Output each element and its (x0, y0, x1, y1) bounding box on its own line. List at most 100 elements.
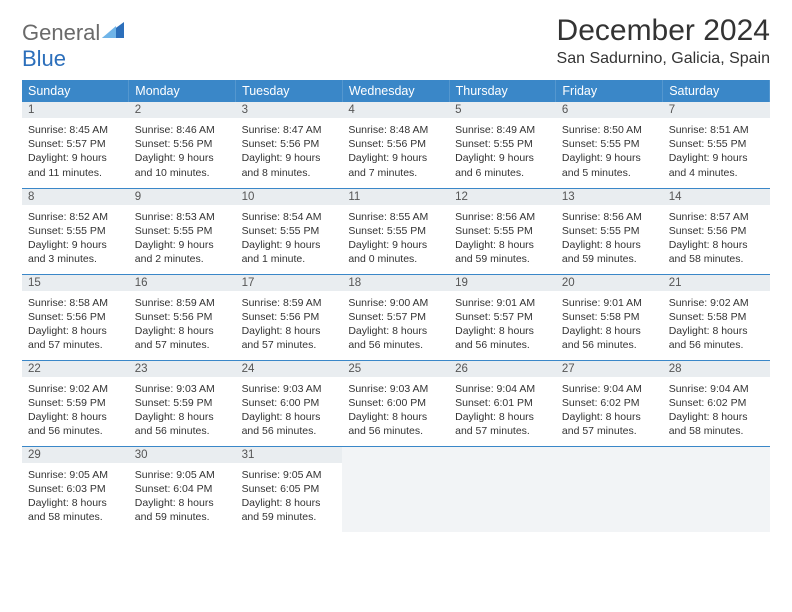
day-number: 4 (342, 102, 449, 118)
day-number: 11 (342, 189, 449, 205)
weekday-header: Sunday (22, 80, 129, 102)
day-details: Sunrise: 8:59 AMSunset: 5:56 PMDaylight:… (135, 296, 230, 353)
day-number: 28 (663, 361, 770, 377)
calendar-cell: 28 Sunrise: 9:04 AMSunset: 6:02 PMDayligh… (663, 360, 770, 446)
day-details: Sunrise: 9:02 AMSunset: 5:59 PMDaylight:… (28, 382, 123, 439)
logo-text: General Blue (22, 20, 126, 72)
day-number: 12 (449, 189, 556, 205)
weekday-header: Thursday (449, 80, 556, 102)
day-details: Sunrise: 8:50 AMSunset: 5:55 PMDaylight:… (562, 123, 657, 180)
day-number: 5 (449, 102, 556, 118)
calendar-cell: 11 Sunrise: 8:55 AMSunset: 5:55 PMDayligh… (342, 188, 449, 274)
day-number: 26 (449, 361, 556, 377)
calendar-cell: 17 Sunrise: 8:59 AMSunset: 5:56 PMDayligh… (236, 274, 343, 360)
calendar-cell: 3 Sunrise: 8:47 AMSunset: 5:56 PMDaylight… (236, 102, 343, 188)
calendar-cell: 5 Sunrise: 8:49 AMSunset: 5:55 PMDaylight… (449, 102, 556, 188)
calendar-body: 1 Sunrise: 8:45 AMSunset: 5:57 PMDaylight… (22, 102, 770, 532)
day-details: Sunrise: 9:00 AMSunset: 5:57 PMDaylight:… (348, 296, 443, 353)
weekday-header: Saturday (663, 80, 770, 102)
day-details: Sunrise: 8:52 AMSunset: 5:55 PMDaylight:… (28, 210, 123, 267)
calendar-row: 1 Sunrise: 8:45 AMSunset: 5:57 PMDaylight… (22, 102, 770, 188)
header: General Blue December 2024 San Sadurnino… (22, 14, 770, 72)
day-details: Sunrise: 8:58 AMSunset: 5:56 PMDaylight:… (28, 296, 123, 353)
title-block: December 2024 San Sadurnino, Galicia, Sp… (557, 14, 770, 68)
day-number: 9 (129, 189, 236, 205)
day-details: Sunrise: 8:45 AMSunset: 5:57 PMDaylight:… (28, 123, 123, 180)
day-details: Sunrise: 9:04 AMSunset: 6:02 PMDaylight:… (669, 382, 764, 439)
day-number: 10 (236, 189, 343, 205)
calendar-cell: 21Sunrise: 9:02 AMSunset: 5:58 PMDayligh… (663, 274, 770, 360)
weekday-header: Tuesday (236, 80, 343, 102)
day-details: Sunrise: 8:49 AMSunset: 5:55 PMDaylight:… (455, 123, 550, 180)
weekday-header-row: Sunday Monday Tuesday Wednesday Thursday… (22, 80, 770, 102)
calendar-cell: 10 Sunrise: 8:54 AMSunset: 5:55 PMDayligh… (236, 188, 343, 274)
day-details: Sunrise: 9:04 AMSunset: 6:02 PMDaylight:… (562, 382, 657, 439)
calendar-cell: 15 Sunrise: 8:58 AMSunset: 5:56 PMDayligh… (22, 274, 129, 360)
calendar-cell (663, 446, 770, 532)
day-number: 7 (663, 102, 770, 118)
calendar-cell: 18Sunrise: 9:00 AMSunset: 5:57 PMDayligh… (342, 274, 449, 360)
day-details: Sunrise: 9:02 AMSunset: 5:58 PMDaylight:… (669, 296, 764, 353)
calendar-row: 15 Sunrise: 8:58 AMSunset: 5:56 PMDayligh… (22, 274, 770, 360)
day-details: Sunrise: 8:57 AMSunset: 5:56 PMDaylight:… (669, 210, 764, 267)
day-details: Sunrise: 8:55 AMSunset: 5:55 PMDaylight:… (348, 210, 443, 267)
day-details: Sunrise: 9:01 AMSunset: 5:57 PMDaylight:… (455, 296, 550, 353)
day-details: Sunrise: 9:05 AMSunset: 6:03 PMDaylight:… (28, 468, 123, 525)
calendar-cell: 26 Sunrise: 9:04 AMSunset: 6:01 PMDayligh… (449, 360, 556, 446)
calendar-row: 8 Sunrise: 8:52 AMSunset: 5:55 PMDaylight… (22, 188, 770, 274)
day-number: 27 (556, 361, 663, 377)
day-number: 23 (129, 361, 236, 377)
day-number: 15 (22, 275, 129, 291)
calendar-row: 22 Sunrise: 9:02 AMSunset: 5:59 PMDayligh… (22, 360, 770, 446)
brand-part2: Blue (22, 46, 66, 71)
calendar-cell: 25 Sunrise: 9:03 AMSunset: 6:00 PMDayligh… (342, 360, 449, 446)
day-details: Sunrise: 8:53 AMSunset: 5:55 PMDaylight:… (135, 210, 230, 267)
day-number: 1 (22, 102, 129, 118)
day-number: 14 (663, 189, 770, 205)
calendar-cell: 27 Sunrise: 9:04 AMSunset: 6:02 PMDayligh… (556, 360, 663, 446)
calendar-cell: 1 Sunrise: 8:45 AMSunset: 5:57 PMDaylight… (22, 102, 129, 188)
day-details: Sunrise: 8:47 AMSunset: 5:56 PMDaylight:… (242, 123, 337, 180)
calendar-cell: 9 Sunrise: 8:53 AMSunset: 5:55 PMDaylight… (129, 188, 236, 274)
day-number: 17 (236, 275, 343, 291)
month-title: December 2024 (557, 14, 770, 48)
calendar-cell (449, 446, 556, 532)
calendar-cell: 29 Sunrise: 9:05 AMSunset: 6:03 PMDayligh… (22, 446, 129, 532)
calendar-cell: 23 Sunrise: 9:03 AMSunset: 5:59 PMDayligh… (129, 360, 236, 446)
day-number: 3 (236, 102, 343, 118)
day-number: 2 (129, 102, 236, 118)
day-details: Sunrise: 8:56 AMSunset: 5:55 PMDaylight:… (455, 210, 550, 267)
calendar-cell: 7 Sunrise: 8:51 AMSunset: 5:55 PMDaylight… (663, 102, 770, 188)
day-number: 24 (236, 361, 343, 377)
day-number: 19 (449, 275, 556, 291)
calendar-cell: 20Sunrise: 9:01 AMSunset: 5:58 PMDayligh… (556, 274, 663, 360)
day-details: Sunrise: 9:05 AMSunset: 6:05 PMDaylight:… (242, 468, 337, 525)
day-details: Sunrise: 8:59 AMSunset: 5:56 PMDaylight:… (242, 296, 337, 353)
day-details: Sunrise: 8:54 AMSunset: 5:55 PMDaylight:… (242, 210, 337, 267)
day-details: Sunrise: 9:03 AMSunset: 5:59 PMDaylight:… (135, 382, 230, 439)
weekday-header: Wednesday (342, 80, 449, 102)
day-details: Sunrise: 8:48 AMSunset: 5:56 PMDaylight:… (348, 123, 443, 180)
day-number: 13 (556, 189, 663, 205)
calendar-row: 29 Sunrise: 9:05 AMSunset: 6:03 PMDayligh… (22, 446, 770, 532)
day-number: 16 (129, 275, 236, 291)
day-details: Sunrise: 9:03 AMSunset: 6:00 PMDaylight:… (348, 382, 443, 439)
day-details: Sunrise: 8:56 AMSunset: 5:55 PMDaylight:… (562, 210, 657, 267)
day-number: 25 (342, 361, 449, 377)
day-details: Sunrise: 9:04 AMSunset: 6:01 PMDaylight:… (455, 382, 550, 439)
brand-part1: General (22, 20, 100, 45)
calendar-cell: 13 Sunrise: 8:56 AMSunset: 5:55 PMDayligh… (556, 188, 663, 274)
day-number: 29 (22, 447, 129, 463)
day-number: 31 (236, 447, 343, 463)
day-details: Sunrise: 8:51 AMSunset: 5:55 PMDaylight:… (669, 123, 764, 180)
calendar-cell: 14 Sunrise: 8:57 AMSunset: 5:56 PMDayligh… (663, 188, 770, 274)
sail-icon (100, 20, 126, 45)
calendar-cell: 30Sunrise: 9:05 AMSunset: 6:04 PMDayligh… (129, 446, 236, 532)
day-number: 22 (22, 361, 129, 377)
calendar-cell (556, 446, 663, 532)
calendar-cell: 31 Sunrise: 9:05 AMSunset: 6:05 PMDayligh… (236, 446, 343, 532)
day-details: Sunrise: 9:05 AMSunset: 6:04 PMDaylight:… (135, 468, 230, 525)
calendar-cell: 6Sunrise: 8:50 AMSunset: 5:55 PMDaylight… (556, 102, 663, 188)
day-details: Sunrise: 8:46 AMSunset: 5:56 PMDaylight:… (135, 123, 230, 180)
day-number: 8 (22, 189, 129, 205)
